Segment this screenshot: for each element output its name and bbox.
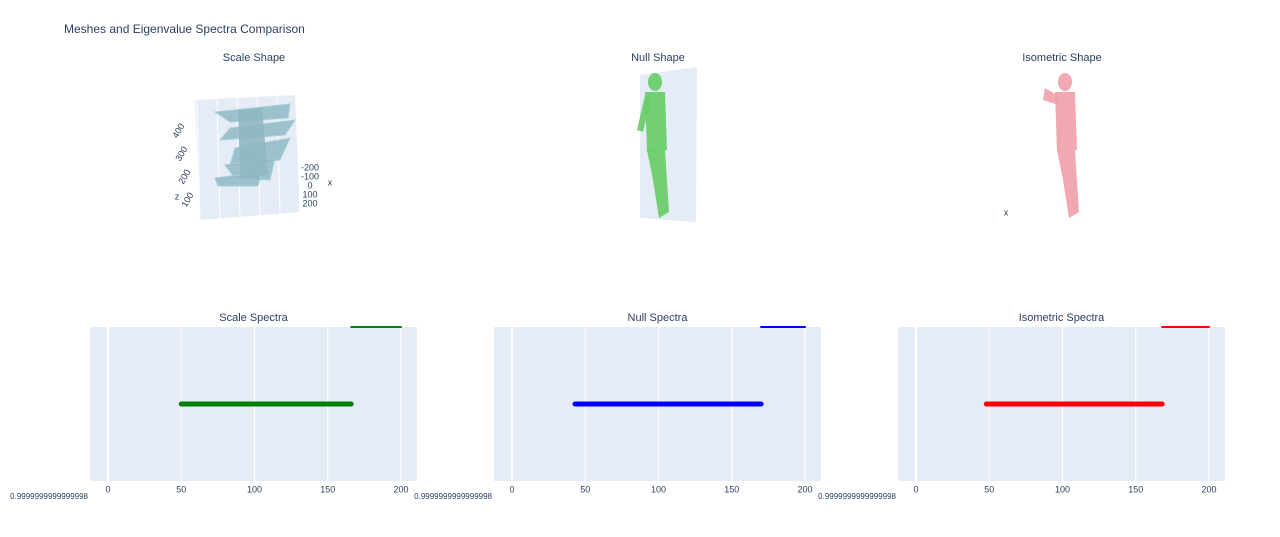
x-tick-label: 200	[394, 484, 409, 494]
z-tick-label: 100	[179, 191, 195, 209]
x-tick-label: 200	[302, 198, 317, 208]
x-tick-label: 50	[984, 484, 994, 494]
y-tick-label: 0.9999999999999998	[818, 492, 896, 501]
mesh-surface	[1043, 88, 1059, 105]
mesh-surface	[648, 73, 662, 91]
x-tick-label: 200	[798, 484, 813, 494]
x-tick-label: -100	[301, 171, 319, 181]
x-tick-label: 150	[320, 484, 335, 494]
mesh-surface	[1058, 73, 1072, 91]
y-tick-label: 0.9999999999999998	[10, 492, 88, 501]
z-tick-label: 400	[170, 122, 186, 140]
mesh-scene: x	[1004, 73, 1079, 218]
x-tick-label: 100	[651, 484, 666, 494]
subplot-title: Scale Spectra	[219, 312, 288, 324]
subplot-title: Null Spectra	[628, 312, 689, 324]
scene-grid	[216, 97, 221, 219]
subplot-title: Isometric Shape	[1022, 52, 1101, 64]
x-tick-label: 0	[914, 484, 919, 494]
mesh-surface	[1055, 92, 1077, 152]
x-tick-label: 0	[106, 484, 111, 494]
mesh-surface	[647, 150, 669, 218]
z-tick-label: 300	[173, 145, 189, 163]
subplot-title: Isometric Spectra	[1019, 312, 1105, 324]
mesh-surface	[637, 95, 651, 132]
subplot-title: Null Shape	[631, 52, 685, 64]
mesh-surface	[645, 92, 667, 152]
x-axis-label: x	[328, 177, 333, 187]
x-tick-label: 100	[302, 189, 317, 199]
x-tick-label: 150	[1128, 484, 1143, 494]
x-tick-label: 0	[510, 484, 515, 494]
mesh-surface	[238, 108, 268, 178]
subplot-title: Scale Shape	[223, 52, 285, 64]
x-tick-label: 100	[1055, 484, 1070, 494]
y-tick-label: 0.9999999999999998	[414, 492, 492, 501]
x-tick-label: 0	[307, 180, 312, 190]
z-axis-label: z	[175, 191, 180, 201]
x-tick-label: 100	[247, 484, 262, 494]
x-axis-label: x	[1004, 207, 1009, 217]
x-tick-label: -200	[301, 162, 319, 172]
figure-title: Meshes and Eigenvalue Spectra Comparison	[64, 22, 305, 36]
scene-grid	[296, 93, 301, 213]
scene-grid	[196, 98, 201, 221]
z-tick-label: 200	[176, 168, 192, 186]
x-tick-label: 150	[724, 484, 739, 494]
x-tick-label: 50	[580, 484, 590, 494]
x-tick-label: 200	[1202, 484, 1217, 494]
mesh-scene	[637, 67, 697, 222]
mesh-surface	[1057, 150, 1079, 218]
x-tick-label: 50	[176, 484, 186, 494]
